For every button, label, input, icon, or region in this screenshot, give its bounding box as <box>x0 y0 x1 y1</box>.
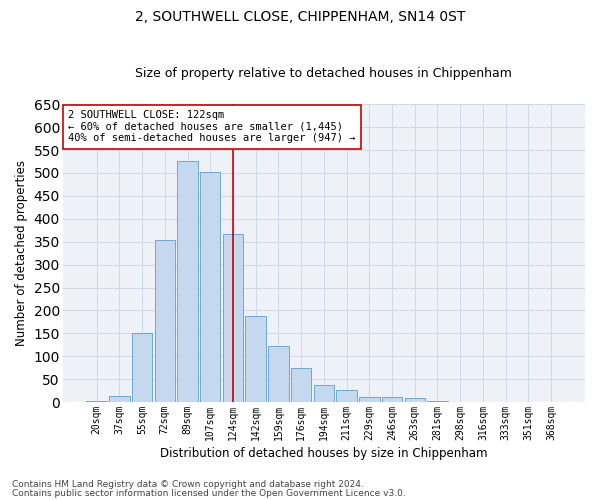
Bar <box>291 368 311 402</box>
Bar <box>178 160 198 402</box>
Bar <box>427 400 448 402</box>
Text: Contains HM Land Registry data © Crown copyright and database right 2024.: Contains HM Land Registry data © Crown c… <box>12 480 364 489</box>
Bar <box>109 396 130 402</box>
Title: Size of property relative to detached houses in Chippenham: Size of property relative to detached ho… <box>136 66 512 80</box>
Bar <box>132 334 152 402</box>
Bar <box>245 316 266 402</box>
Bar <box>359 397 380 402</box>
Text: Contains public sector information licensed under the Open Government Licence v3: Contains public sector information licen… <box>12 488 406 498</box>
Bar <box>268 346 289 402</box>
Bar <box>86 400 107 402</box>
Bar <box>314 384 334 402</box>
X-axis label: Distribution of detached houses by size in Chippenham: Distribution of detached houses by size … <box>160 447 488 460</box>
Bar <box>200 172 220 402</box>
Bar <box>223 234 243 402</box>
Bar <box>382 397 402 402</box>
Bar <box>155 240 175 402</box>
Text: 2, SOUTHWELL CLOSE, CHIPPENHAM, SN14 0ST: 2, SOUTHWELL CLOSE, CHIPPENHAM, SN14 0ST <box>135 10 465 24</box>
Bar <box>404 398 425 402</box>
Text: 2 SOUTHWELL CLOSE: 122sqm
← 60% of detached houses are smaller (1,445)
40% of se: 2 SOUTHWELL CLOSE: 122sqm ← 60% of detac… <box>68 110 355 144</box>
Y-axis label: Number of detached properties: Number of detached properties <box>15 160 28 346</box>
Bar <box>337 390 357 402</box>
